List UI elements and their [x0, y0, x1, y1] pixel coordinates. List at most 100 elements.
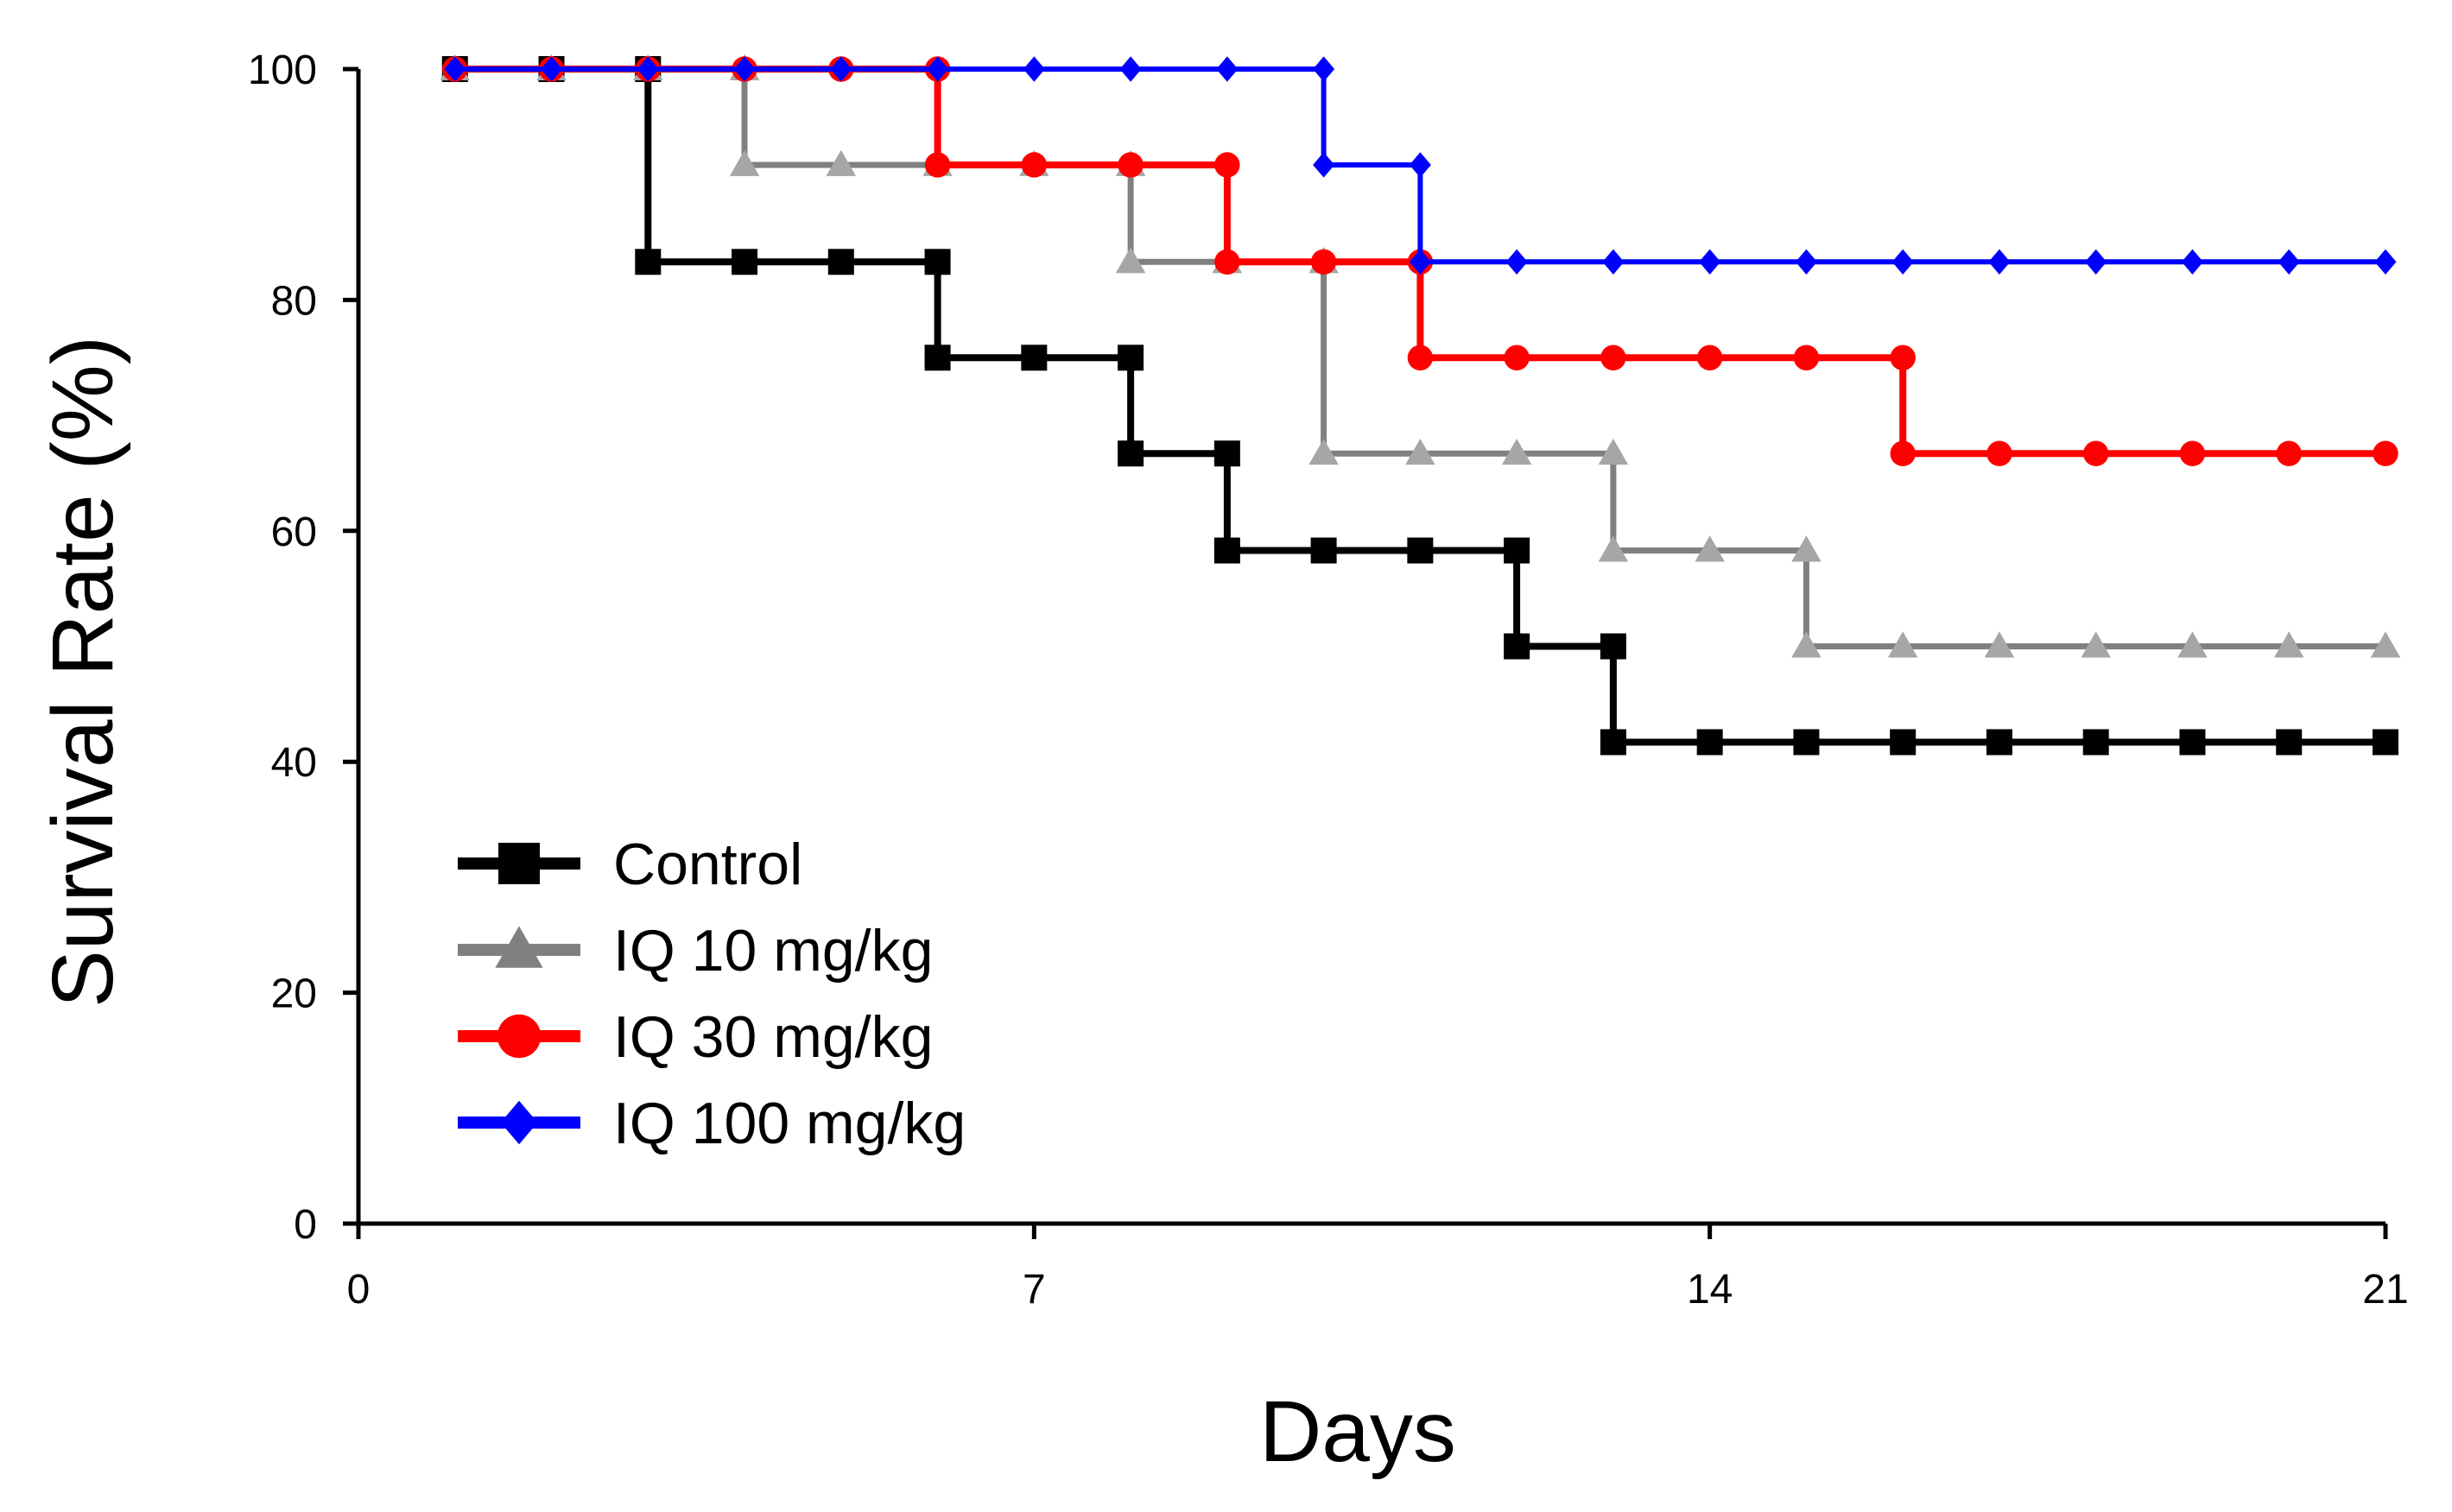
- plot-area: [440, 54, 2401, 756]
- data-point: [1699, 249, 1721, 275]
- legend-marker: [498, 843, 540, 884]
- data-point: [1695, 535, 1725, 562]
- legend-label: IQ 30 mg/kg: [613, 1004, 933, 1070]
- data-point: [1600, 633, 1626, 660]
- data-point: [1600, 345, 1626, 370]
- data-point: [1504, 345, 1530, 370]
- data-point: [732, 249, 758, 275]
- data-point: [1405, 438, 1435, 465]
- data-point: [1118, 440, 1144, 467]
- data-point: [1795, 249, 1817, 275]
- data-point: [924, 249, 951, 275]
- data-point: [1213, 440, 1240, 467]
- x-tick-label: 0: [347, 1267, 371, 1313]
- legend-entry: IQ 30 mg/kg: [458, 1004, 933, 1070]
- data-point: [1793, 729, 1820, 756]
- data-point: [830, 56, 852, 82]
- y-axis-title: Survival Rate (%): [35, 336, 131, 1008]
- legend-label: Control: [613, 832, 802, 897]
- x-tick-label: 7: [1023, 1267, 1046, 1313]
- data-point: [1021, 345, 1048, 371]
- data-point: [1021, 152, 1048, 178]
- data-point: [1602, 249, 1625, 275]
- data-point: [1791, 631, 1822, 658]
- series-iq-100-mg-kg: [444, 56, 2397, 275]
- data-point: [2085, 249, 2107, 275]
- data-point: [2374, 249, 2397, 275]
- data-point: [2179, 729, 2206, 756]
- legend-entry: Control: [458, 832, 802, 897]
- data-point: [1696, 729, 1723, 756]
- data-point: [1600, 729, 1626, 756]
- legend-label: IQ 100 mg/kg: [613, 1091, 966, 1156]
- y-tick-label: 40: [271, 740, 317, 786]
- data-point: [1409, 249, 1431, 275]
- data-point: [1119, 56, 1142, 82]
- data-point: [1115, 247, 1146, 274]
- y-tick-label: 0: [294, 1202, 317, 1248]
- axes: 0 20 40 60 80 100 0 7 14 21: [248, 47, 2409, 1313]
- data-point: [826, 149, 857, 176]
- x-axis-title: Days: [1259, 1383, 1456, 1480]
- data-point: [1505, 249, 1528, 275]
- data-point: [1313, 152, 1335, 178]
- data-point: [1891, 249, 1914, 275]
- data-point: [1407, 345, 1434, 370]
- legend-marker: [500, 1100, 538, 1145]
- series-line: [454, 66, 2385, 649]
- data-point: [1986, 729, 2012, 756]
- data-point: [1696, 345, 1723, 370]
- y-tick-label: 20: [271, 971, 317, 1017]
- data-point: [1598, 535, 1629, 562]
- data-point: [444, 56, 466, 82]
- data-point: [733, 56, 756, 82]
- data-point: [1598, 438, 1629, 465]
- data-point: [637, 56, 659, 82]
- legend-entry: IQ 10 mg/kg: [458, 918, 933, 984]
- data-point: [1504, 537, 1530, 564]
- data-point: [1890, 729, 1917, 756]
- data-point: [1791, 535, 1822, 562]
- data-point: [2181, 249, 2203, 275]
- data-point: [1310, 537, 1337, 564]
- data-point: [2273, 631, 2304, 658]
- data-point: [729, 149, 760, 176]
- data-point: [1890, 440, 1916, 466]
- data-point: [1313, 56, 1335, 82]
- series-control: [441, 56, 2398, 756]
- data-point: [635, 249, 662, 275]
- data-point: [541, 56, 563, 82]
- data-point: [1793, 345, 1820, 370]
- x-tick-label: 14: [1687, 1267, 1733, 1313]
- data-point: [827, 249, 854, 275]
- data-point: [2179, 440, 2206, 466]
- y-tick-label: 80: [271, 278, 317, 324]
- legend-marker: [495, 926, 543, 968]
- data-point: [1214, 152, 1240, 178]
- data-point: [1214, 249, 1240, 275]
- y-tick-label: 100: [248, 47, 317, 93]
- data-point: [1118, 152, 1144, 178]
- legend: Control IQ 10 mg/kg IQ 30 mg/kg IQ 100 mg/k…: [458, 832, 966, 1156]
- data-point: [1887, 631, 1918, 658]
- data-point: [1308, 438, 1339, 465]
- data-point: [2373, 440, 2398, 466]
- data-point: [1118, 345, 1144, 371]
- data-point: [1409, 152, 1431, 178]
- data-point: [2081, 631, 2111, 658]
- data-point: [2370, 631, 2401, 658]
- data-point: [1890, 345, 1916, 370]
- data-point: [1023, 56, 1045, 82]
- x-tick-label: 21: [2362, 1267, 2408, 1313]
- data-point: [927, 56, 949, 82]
- data-point: [1986, 440, 2012, 466]
- data-point: [1407, 537, 1434, 564]
- legend-entry: IQ 100 mg/kg: [458, 1091, 966, 1156]
- data-point: [2278, 249, 2300, 275]
- data-point: [1988, 249, 2011, 275]
- data-point: [2083, 440, 2109, 466]
- legend-label: IQ 10 mg/kg: [613, 918, 933, 984]
- legend-marker: [497, 1014, 542, 1059]
- data-point: [1984, 631, 2015, 658]
